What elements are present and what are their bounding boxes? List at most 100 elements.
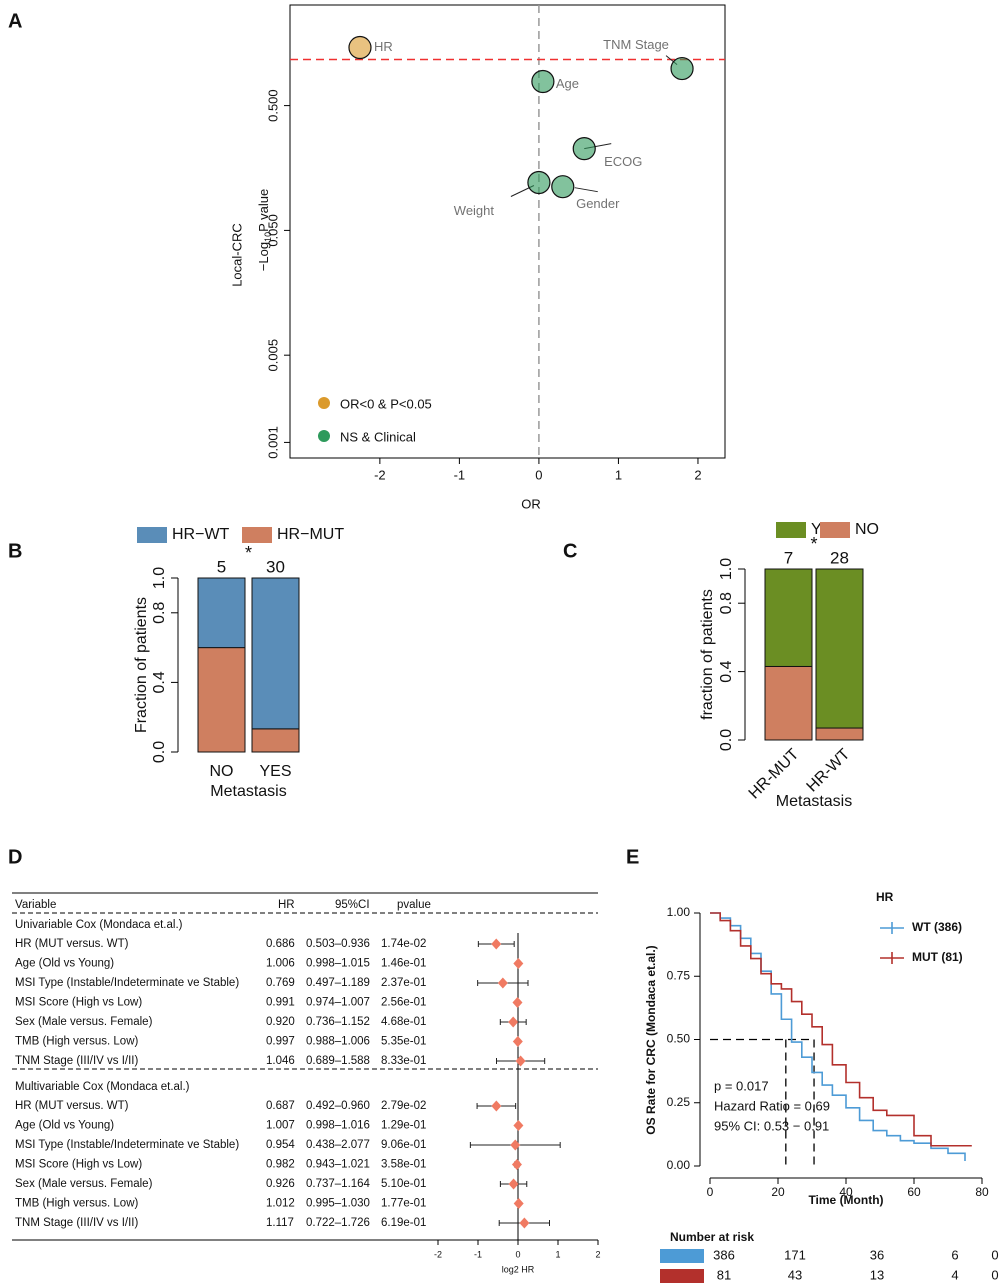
row-ci: 0.736–1.152 — [306, 1016, 370, 1028]
x-tick-label: 0 — [515, 1249, 520, 1259]
legend-swatch — [137, 527, 167, 543]
row-hr: 0.982 — [266, 1159, 295, 1171]
row-ci: 0.737–1.164 — [306, 1178, 371, 1190]
point — [572, 137, 596, 161]
row-pvalue: 8.33e-01 — [381, 1055, 426, 1067]
legend-swatch — [820, 522, 850, 538]
hr-point — [519, 1217, 530, 1229]
y-tick-label: 0.0 — [151, 741, 168, 763]
risk-count: 13 — [870, 1267, 884, 1282]
row-variable: MSI Score (High vs Low) — [15, 1159, 142, 1171]
point-label: ECOG — [604, 154, 642, 169]
bar-segment — [251, 728, 300, 753]
column-header: Variable — [15, 899, 56, 911]
point — [551, 175, 575, 199]
panel-letter: A — [8, 10, 22, 32]
column-header: pvalue — [397, 899, 431, 911]
x-tick-label: 60 — [907, 1185, 921, 1199]
panel-letter: E — [626, 846, 639, 868]
row-hr: 0.687 — [266, 1100, 295, 1112]
hr-point — [510, 1139, 521, 1151]
x-axis-label: Metastasis — [776, 793, 852, 810]
hr-point — [508, 1016, 519, 1028]
significance-mark: * — [245, 543, 252, 563]
row-ci: 0.722–1.726 — [306, 1217, 370, 1229]
row-ci: 0.995–1.030 — [306, 1198, 370, 1210]
hr-point — [511, 1159, 522, 1170]
row-variable: TMB (High versus. Low) — [15, 1198, 139, 1210]
row-pvalue: 2.37e-01 — [381, 977, 426, 989]
risk-count: 6 — [951, 1247, 958, 1262]
y-tick-label: 0.8 — [151, 602, 168, 624]
row-pvalue: 6.19e-01 — [381, 1217, 426, 1229]
y-axis-label-part: P value — [256, 189, 271, 232]
bar-segment — [815, 568, 864, 729]
x-tick-label: -2 — [374, 467, 386, 482]
x-tick-label: 0 — [535, 467, 542, 482]
x-tick-label: 1 — [555, 1249, 560, 1259]
x-tick-label: 1 — [615, 467, 622, 482]
row-ci: 0.497–1.189 — [306, 977, 370, 989]
hr-point — [491, 938, 502, 950]
hr-point — [515, 1055, 526, 1067]
row-hr: 1.006 — [266, 958, 295, 970]
point — [348, 35, 372, 60]
row-variable: TNM Stage (III/IV vs I/II) — [15, 1217, 138, 1229]
x-axis-label: Time (Month) — [808, 1193, 883, 1207]
point — [531, 69, 555, 94]
row-pvalue: 3.58e-01 — [381, 1159, 426, 1171]
row-variable: Sex (Male versus. Female) — [15, 1178, 153, 1190]
x-tick-label: -2 — [434, 1249, 442, 1259]
x-axis-label: log2 HR — [502, 1264, 535, 1274]
count-label: 28 — [830, 548, 849, 567]
y-tick-label: 0.001 — [265, 426, 280, 459]
point-label: Weight — [454, 203, 495, 218]
y-axis-label: Fraction of patients — [133, 597, 150, 733]
legend-label: HR−WT — [172, 526, 230, 543]
legend-label: MUT (81) — [912, 950, 963, 964]
count-label: 7 — [784, 548, 793, 567]
row-pvalue: 2.56e-01 — [381, 997, 426, 1009]
row-ci: 0.998–1.016 — [306, 1120, 370, 1132]
y-tick-label: 1.00 — [667, 905, 691, 919]
bar-segment — [251, 577, 300, 730]
row-hr: 1.012 — [266, 1198, 295, 1210]
row-pvalue: 5.10e-01 — [381, 1178, 426, 1190]
legend-dot — [318, 397, 330, 409]
panel-letter: C — [563, 540, 577, 562]
row-ci: 0.943–1.021 — [306, 1159, 370, 1171]
group-label: Local-CRC — [229, 223, 244, 287]
legend-label: OR<0 & P<0.05 — [340, 396, 432, 411]
row-hr: 1.046 — [266, 1055, 295, 1067]
y-tick-label: 0.0 — [718, 729, 735, 751]
hr-point — [513, 1198, 524, 1209]
legend-title: HR — [876, 890, 894, 904]
risk-count: 81 — [717, 1267, 731, 1282]
risk-count: 0 — [991, 1247, 998, 1262]
legend-label: NS & Clinical — [340, 429, 416, 444]
row-variable: MSI Score (High vs Low) — [15, 997, 142, 1009]
y-axis-label-part: −Log — [256, 242, 271, 271]
row-pvalue: 2.79e-02 — [381, 1100, 426, 1112]
row-hr: 0.926 — [266, 1178, 295, 1190]
point-label: HR — [374, 39, 393, 54]
y-tick-label: 0.005 — [265, 339, 280, 372]
y-tick-label: 0.00 — [667, 1158, 691, 1172]
legend-label: HR−MUT — [277, 526, 344, 543]
bar-segment — [764, 665, 813, 741]
row-variable: Age (Old vs Young) — [15, 958, 114, 970]
row-hr: 0.954 — [266, 1139, 295, 1151]
bar-segment — [197, 577, 246, 649]
y-axis-label-part: 10 — [263, 232, 273, 242]
row-variable: Age (Old vs Young) — [15, 1120, 114, 1132]
x-tick-label: 0 — [707, 1185, 714, 1199]
risk-swatch — [660, 1269, 704, 1283]
y-axis-label: fraction of patients — [699, 589, 716, 720]
row-pvalue: 4.68e-01 — [381, 1016, 426, 1028]
row-hr: 0.686 — [266, 938, 295, 950]
row-pvalue: 1.46e-01 — [381, 958, 426, 970]
row-variable: HR (MUT versus. WT) — [15, 1100, 129, 1112]
point-label: Age — [556, 76, 579, 91]
row-variable: MSI Type (Instable/Indeterminate ve Stab… — [15, 1139, 239, 1151]
row-hr: 1.007 — [266, 1120, 295, 1132]
